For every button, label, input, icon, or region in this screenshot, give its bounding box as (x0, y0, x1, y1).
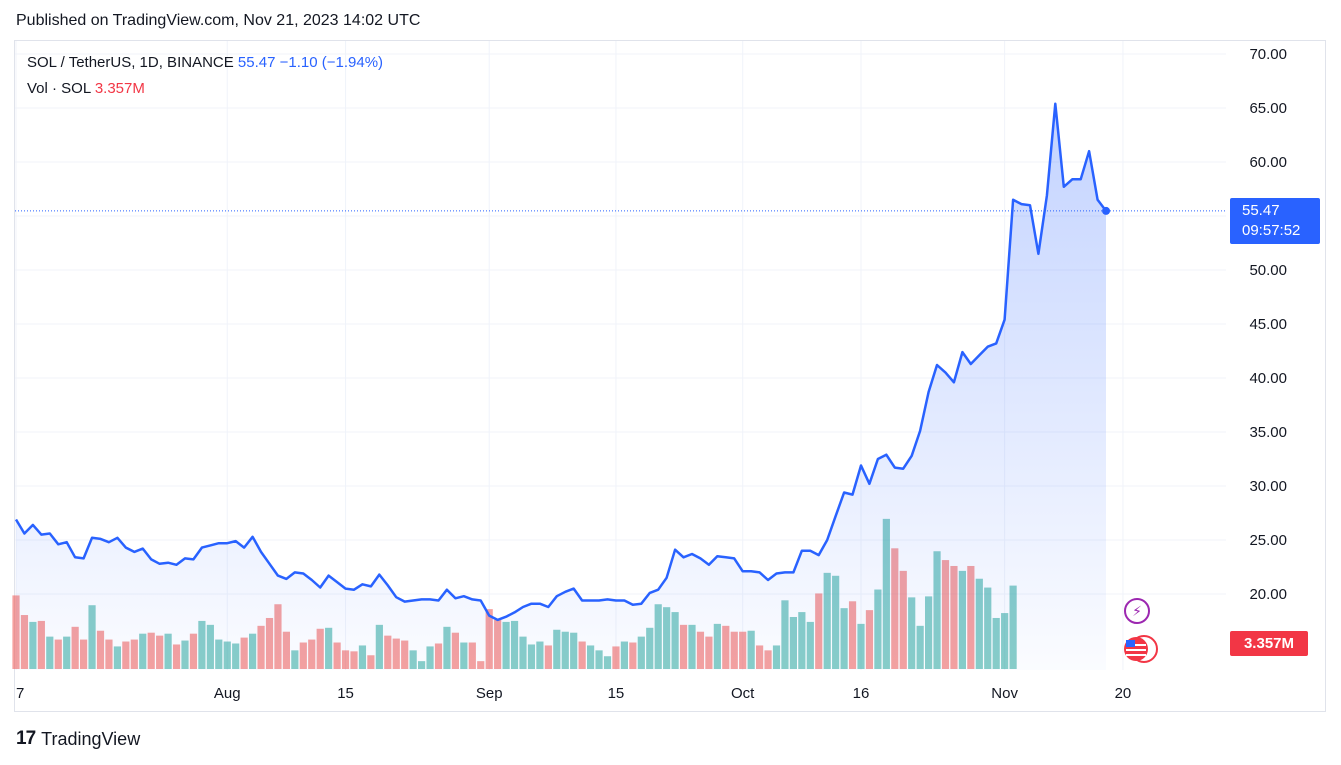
y-tick-label: 45.00 (1249, 316, 1287, 333)
published-label: Published on TradingView.com, Nov 21, 20… (16, 12, 421, 29)
y-tick-label: 65.00 (1249, 100, 1287, 117)
last-price: 55.47 (237, 54, 276, 71)
volume-label[interactable]: Vol · SOL (27, 80, 91, 97)
y-tick-label: 35.00 (1249, 424, 1287, 441)
symbol-label[interactable]: SOL / TetherUS, 1D, BINANCE (27, 54, 234, 71)
volume-value: 3.357M (94, 80, 145, 97)
y-tick-label: 25.00 (1249, 532, 1287, 549)
lightning-icon[interactable]: ⚡ (1124, 598, 1150, 624)
chart-frame (14, 40, 1326, 712)
price-area (16, 103, 1106, 670)
x-tick-label: 16 (853, 685, 870, 702)
price-line (14, 102, 1226, 622)
us-flag-icon[interactable] (1122, 634, 1158, 664)
legend-symbol-row: SOL / TetherUS, 1D, BINANCE 55.47 −1.10 … (27, 54, 383, 71)
badge-price: 55.47 (1242, 202, 1280, 219)
x-tick-label: 20 (1115, 685, 1132, 702)
y-tick-label: 60.00 (1249, 154, 1287, 171)
y-tick-label: 20.00 (1249, 586, 1287, 603)
legend-volume-row: Vol · SOL 3.357M (27, 80, 145, 97)
last-price-badge: 55.47 09:57:52 (1230, 198, 1320, 244)
brand-name: TradingView (41, 728, 141, 749)
y-axis: 70.00 65.00 60.00 50.00 45.00 40.00 35.00 30.00… (1249, 46, 1287, 603)
badge-countdown: 09:57:52 (1242, 222, 1301, 239)
price-series-line[interactable] (14, 102, 1107, 622)
x-tick-label: 15 (608, 685, 625, 702)
y-tick-label: 40.00 (1249, 370, 1287, 387)
x-tick-label: Oct (731, 685, 755, 702)
price-change: −1.10 (−1.94%) (279, 54, 384, 71)
x-axis: 7 Aug 15 Sep 15 Oct 16 Nov 20 (16, 685, 1131, 702)
x-tick-label: 7 (16, 685, 24, 702)
y-tick-label: 50.00 (1249, 262, 1287, 279)
tradingview-logo[interactable]: 17 TradingView (16, 728, 140, 750)
price-area-fill (16, 103, 1106, 670)
x-tick-label: Nov (991, 685, 1018, 702)
x-tick-label: Aug (214, 685, 241, 702)
y-tick-label: 30.00 (1249, 478, 1287, 495)
last-price-dot (1102, 206, 1111, 215)
x-tick-label: Sep (476, 685, 503, 702)
volume-badge: 3.357M (1230, 631, 1308, 656)
tradingview-logo-icon: 17 (16, 728, 36, 749)
volume-bar (12, 595, 20, 669)
x-tick-label: 15 (337, 685, 354, 702)
y-tick-label: 70.00 (1249, 46, 1287, 63)
